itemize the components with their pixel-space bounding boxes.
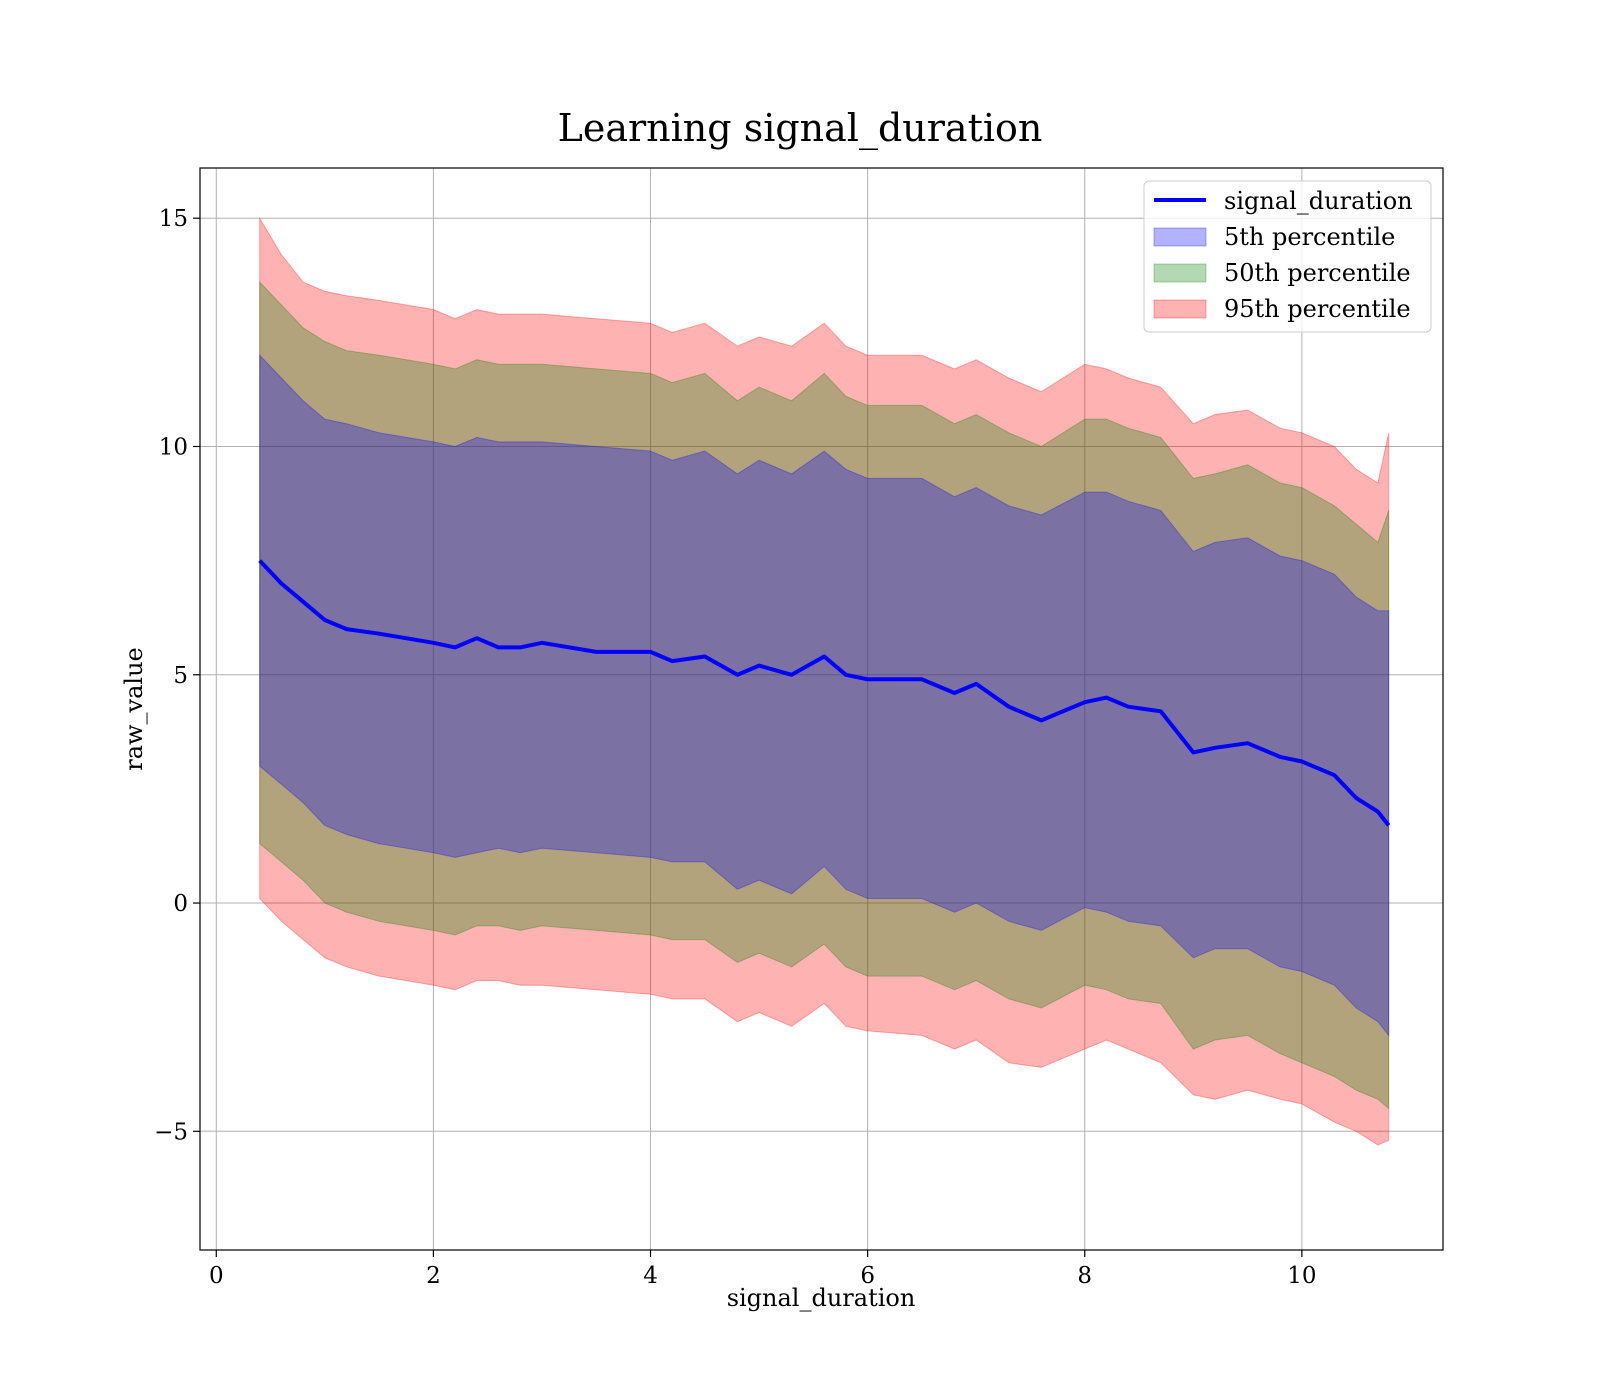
x-axis-ticks: 0 2 4 6 8 10 xyxy=(209,1250,1317,1289)
y-axis-label: raw_value xyxy=(120,647,148,771)
legend-swatch-95th-percentile xyxy=(1153,299,1207,319)
x-tick-label: 0 xyxy=(209,1263,224,1289)
legend-label-5th-percentile: 5th percentile xyxy=(1224,223,1395,251)
x-axis-label: signal_duration xyxy=(727,1284,916,1312)
legend-label-signal-duration: signal_duration xyxy=(1224,187,1413,215)
x-tick-label: 2 xyxy=(426,1263,441,1289)
percentile-bands xyxy=(259,216,1390,1146)
legend: signal_duration 5th percentile 50th perc… xyxy=(1143,180,1432,333)
legend-box xyxy=(1143,180,1432,333)
band-95th-percentile xyxy=(259,216,1390,1146)
chart-title: Learning signal_duration xyxy=(558,106,1043,151)
legend-label-95th-percentile: 95th percentile xyxy=(1224,295,1411,323)
y-tick-label: 10 xyxy=(159,434,188,460)
plot-frame xyxy=(199,167,1444,1251)
x-tick-label: 6 xyxy=(860,1263,875,1289)
y-tick-label: −5 xyxy=(154,1119,188,1145)
band-5th-percentile xyxy=(259,353,1390,1037)
x-tick-label: 4 xyxy=(643,1263,658,1289)
plot-area xyxy=(200,168,1443,1250)
line-signal-duration xyxy=(258,559,1391,827)
legend-swatch-50th-percentile xyxy=(1153,263,1207,283)
y-tick-label: 0 xyxy=(173,891,188,917)
y-tick-label: 15 xyxy=(159,206,188,232)
band-50th-percentile xyxy=(259,280,1390,1110)
legend-swatch-5th-percentile xyxy=(1153,227,1207,247)
y-tick-label: 5 xyxy=(173,663,188,689)
series-lines xyxy=(258,559,1391,827)
x-tick-label: 10 xyxy=(1287,1263,1316,1289)
legend-label-50th-percentile: 50th percentile xyxy=(1224,259,1411,287)
y-axis-ticks: −5 0 5 10 15 xyxy=(154,206,200,1145)
x-tick-label: 8 xyxy=(1077,1263,1092,1289)
